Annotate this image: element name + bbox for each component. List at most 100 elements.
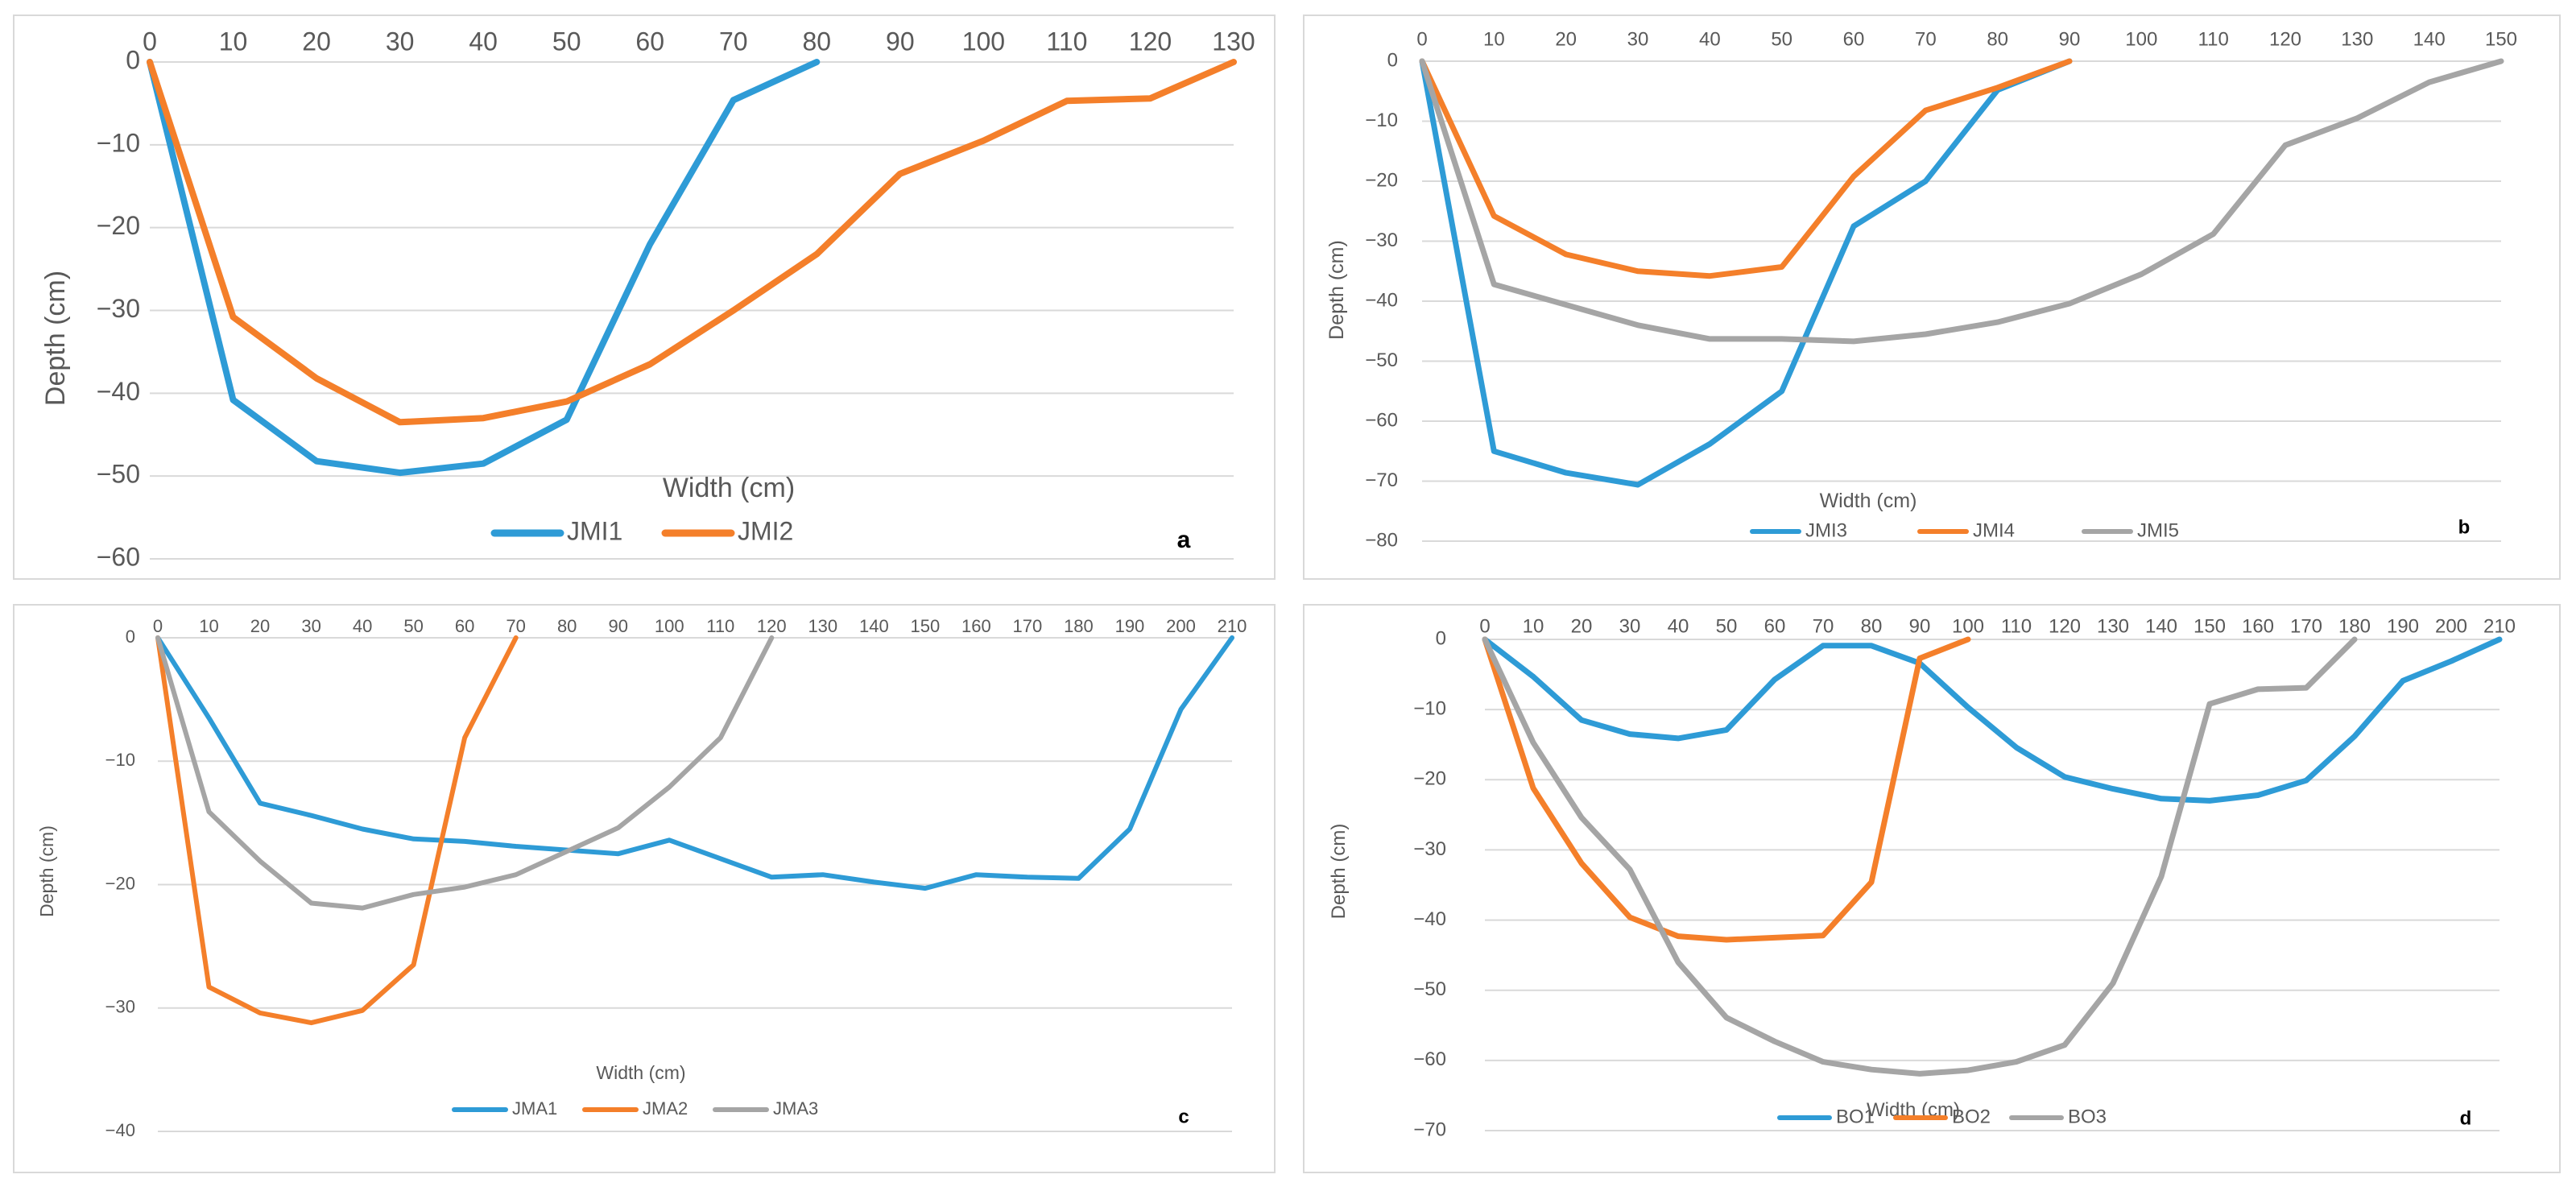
chart-a-series-jmi2 [147, 59, 1237, 426]
chart-a-ytick-label: −60 [97, 542, 140, 571]
chart-a-ytick-label: 0 [126, 45, 140, 74]
chart-a-xtick-label: 120 [1129, 27, 1172, 56]
chart-d-xtick-label: 130 [2097, 615, 2129, 637]
chart-a-xtick-label: 90 [886, 27, 915, 56]
chart-b-xtick-label: 30 [1627, 28, 1649, 50]
chart-c-xtick-label: 140 [859, 616, 889, 636]
chart-d-xtick-label: 110 [2001, 615, 2032, 637]
chart-a-xtick-label: 80 [803, 27, 832, 56]
chart-b-ytick-label: −10 [1365, 110, 1398, 131]
chart-a-xtick-label: 20 [302, 27, 331, 56]
chart-d-ytick-label: −60 [1413, 1048, 1446, 1070]
chart-b-xtick-label: 80 [1987, 28, 2008, 50]
chart-d-xtick-label: 180 [2338, 615, 2371, 637]
chart-d-xtick-label: 190 [2387, 615, 2419, 637]
chart-d-xtick-label: 60 [1764, 615, 1786, 637]
chart-b-xtick-label: 60 [1843, 28, 1865, 50]
chart-c-xtick-label: 80 [557, 616, 577, 636]
chart-d-xtick-label: 50 [1716, 615, 1738, 637]
chart-b-xtick-label: 110 [2198, 28, 2229, 50]
chart-a-series-jmi1 [147, 59, 821, 477]
chart-d-xtick-label: 10 [1523, 615, 1544, 637]
chart-a-y-axis-title: Depth (cm) [40, 271, 71, 406]
chart-c-ytick-label: −10 [105, 750, 135, 770]
chart-c-ytick-label: −20 [105, 873, 135, 893]
chart-b-xtick-label: 10 [1483, 28, 1505, 50]
chart-d-xtick-label: 140 [2145, 615, 2177, 637]
chart-c-xtick-label: 10 [199, 616, 218, 636]
chart-d-xtick-label: 160 [2242, 615, 2274, 637]
chart-b-ytick-label: −50 [1365, 349, 1398, 371]
chart-a-ytick-label: −20 [97, 211, 140, 240]
chart-c-ytick-label: −30 [105, 997, 135, 1017]
chart-b-svg: 0 −10 −20 −30 −40 −50 −60 −70 −80 0 10 20 30 40 50 60 70… [1325, 28, 2517, 551]
chart-d-xtick-label: 0 [1479, 615, 1490, 637]
chart-a-ytick-label: −30 [97, 294, 140, 323]
chart-a-xtick-label: 30 [386, 27, 415, 56]
chart-b-panel-letter: b [2458, 516, 2471, 538]
chart-d-legend-label-bo1: BO1 [1836, 1106, 1875, 1127]
chart-b-xtick-label: 0 [1416, 28, 1427, 50]
chart-a-xtick-label: 50 [552, 27, 581, 56]
chart-b-y-axis-title: Depth (cm) [1325, 240, 1348, 340]
chart-c-xtick-label: 70 [506, 616, 525, 636]
chart-panel-c: 0 −10 −20 −30 −40 0 10 20 30 40 50 60 70 80 90 100 110 12… [13, 604, 1276, 1173]
chart-c-xtick-label: 180 [1064, 616, 1094, 636]
chart-a-xtick-label: 110 [1046, 27, 1087, 56]
chart-c-legend-label-jma1: JMA1 [512, 1098, 557, 1119]
chart-c-xtick-label: 90 [608, 616, 627, 636]
chart-c-xtick-label: 60 [455, 616, 474, 636]
chart-c-svg: 0 −10 −20 −30 −40 0 10 20 30 40 50 60 70 80 90 100 110 12… [36, 616, 1247, 1140]
chart-c-x-axis-title: Width (cm) [596, 1062, 685, 1083]
chart-b-series-jmi4 [1419, 58, 2073, 279]
chart-d-legend-label-bo2: BO2 [1952, 1106, 1991, 1127]
chart-c-xtick-label: 170 [1013, 616, 1043, 636]
chart-a-xtick-label: 0 [143, 27, 157, 56]
chart-b-ytick-label: 0 [1387, 49, 1398, 71]
chart-b-ytick-label: −40 [1365, 289, 1398, 311]
chart-c-legend-label-jma3: JMA3 [773, 1098, 818, 1119]
chart-b-xtick-label: 120 [2269, 28, 2301, 50]
chart-c-ytick-label: 0 [126, 627, 135, 647]
chart-c-xtick-label: 150 [910, 616, 940, 636]
chart-c-xtick-label: 30 [301, 616, 320, 636]
chart-b-series-jmi3 [1419, 58, 2073, 488]
chart-a-ytick-label: −50 [97, 460, 140, 489]
chart-c-series-jma3 [155, 635, 775, 911]
chart-d-panel-letter: d [2460, 1107, 2472, 1129]
chart-d-xtick-label: 210 [2483, 615, 2516, 637]
chart-c-y-axis-title: Depth (cm) [36, 825, 57, 917]
chart-d-ytick-label: −10 [1413, 697, 1446, 719]
chart-a-legend-label-jmi2: JMI2 [738, 516, 793, 545]
chart-a-xtick-label: 40 [469, 27, 498, 56]
chart-c-series-jma2 [155, 635, 519, 1026]
chart-a-svg: 0 −10 −20 −30 −40 −50 −60 0 10 20 30 40 50 60 70 80 90 10… [40, 27, 1255, 571]
chart-c-xtick-label: 160 [961, 616, 991, 636]
chart-d-ytick-label: −20 [1413, 768, 1446, 790]
chart-d-legend-label-bo3: BO3 [2068, 1106, 2107, 1127]
chart-d-xtick-label: 20 [1571, 615, 1593, 637]
chart-d-svg: 0 −10 −20 −30 −40 −50 −60 −70 0 10 20 30 40 50 60 70 80 9… [1328, 615, 2516, 1140]
chart-c-xtick-label: 200 [1166, 616, 1196, 636]
chart-panel-d: 0 −10 −20 −30 −40 −50 −60 −70 0 10 20 30 40 50 60 70 80 9… [1303, 604, 2561, 1173]
chart-d-ytick-label: −30 [1413, 838, 1446, 860]
chart-d-xtick-label: 40 [1668, 615, 1689, 637]
chart-b-ytick-label: −80 [1365, 529, 1398, 551]
chart-b-legend-label-jmi5: JMI5 [2137, 519, 2179, 541]
chart-b-xtick-label: 70 [1915, 28, 1937, 50]
chart-c-xtick-label: 130 [808, 616, 837, 636]
chart-d-series-bo2 [1482, 636, 1971, 943]
chart-d-series-bo1 [1482, 636, 2503, 804]
chart-c-panel-letter: c [1178, 1106, 1189, 1127]
chart-c-series-jma1 [155, 635, 1234, 891]
chart-d-xtick-label: 100 [1952, 615, 1984, 637]
chart-d-ytick-label: −50 [1413, 978, 1446, 1000]
chart-d-xtick-label: 120 [2049, 615, 2081, 637]
chart-c-ytick-label: −40 [105, 1120, 135, 1140]
chart-b-xtick-label: 50 [1771, 28, 1792, 50]
chart-b-xtick-label: 150 [2485, 28, 2517, 50]
chart-d-ytick-label: −40 [1413, 908, 1446, 930]
chart-a-x-axis-title: Width (cm) [663, 473, 795, 503]
chart-d-xtick-label: 70 [1813, 615, 1834, 637]
chart-c-xtick-label: 20 [250, 616, 270, 636]
